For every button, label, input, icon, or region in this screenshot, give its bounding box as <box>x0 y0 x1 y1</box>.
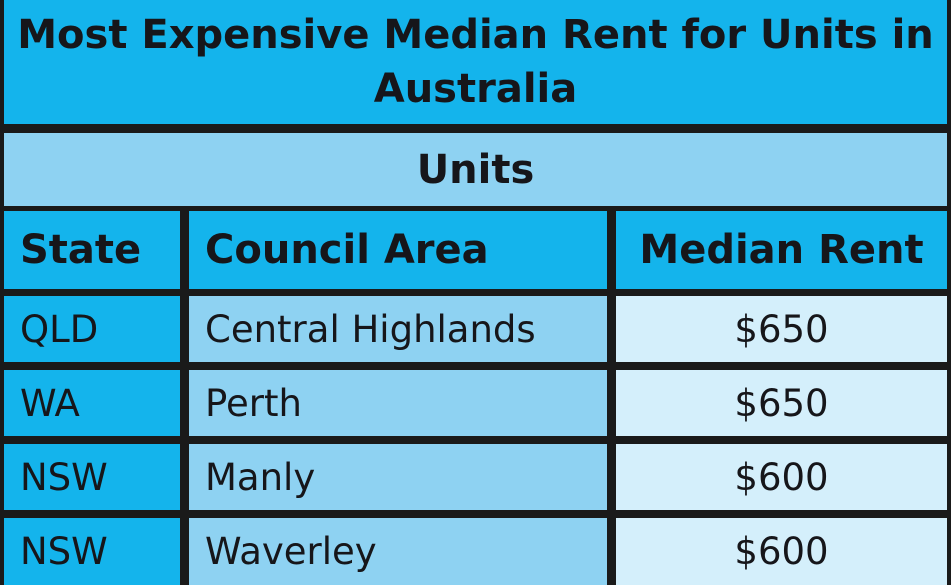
cell-median-rent: $650 <box>616 296 947 362</box>
column-header-median-rent: Median Rent <box>616 211 947 289</box>
cell-council-area: Perth <box>189 370 607 436</box>
table-title: Most Expensive Median Rent for Units in … <box>4 0 947 124</box>
header-row: State Council Area Median Rent <box>4 211 947 289</box>
cell-state: NSW <box>4 444 180 510</box>
cell-state: QLD <box>4 296 180 362</box>
table-row: QLD Central Highlands $650 <box>4 296 947 362</box>
cell-council-area: Central Highlands <box>189 296 607 362</box>
cell-council-area: Waverley <box>189 518 607 585</box>
cell-council-area: Manly <box>189 444 607 510</box>
table-row: WA Perth $650 <box>4 370 947 436</box>
table-row: NSW Manly $600 <box>4 444 947 510</box>
column-header-state: State <box>4 211 180 289</box>
cell-state: NSW <box>4 518 180 585</box>
cell-median-rent: $600 <box>616 444 947 510</box>
cell-median-rent: $600 <box>616 518 947 585</box>
cell-state: WA <box>4 370 180 436</box>
table-subtitle: Units <box>4 133 947 206</box>
cell-median-rent: $650 <box>616 370 947 436</box>
column-header-council-area: Council Area <box>189 211 607 289</box>
table-row: NSW Waverley $600 <box>4 518 947 585</box>
